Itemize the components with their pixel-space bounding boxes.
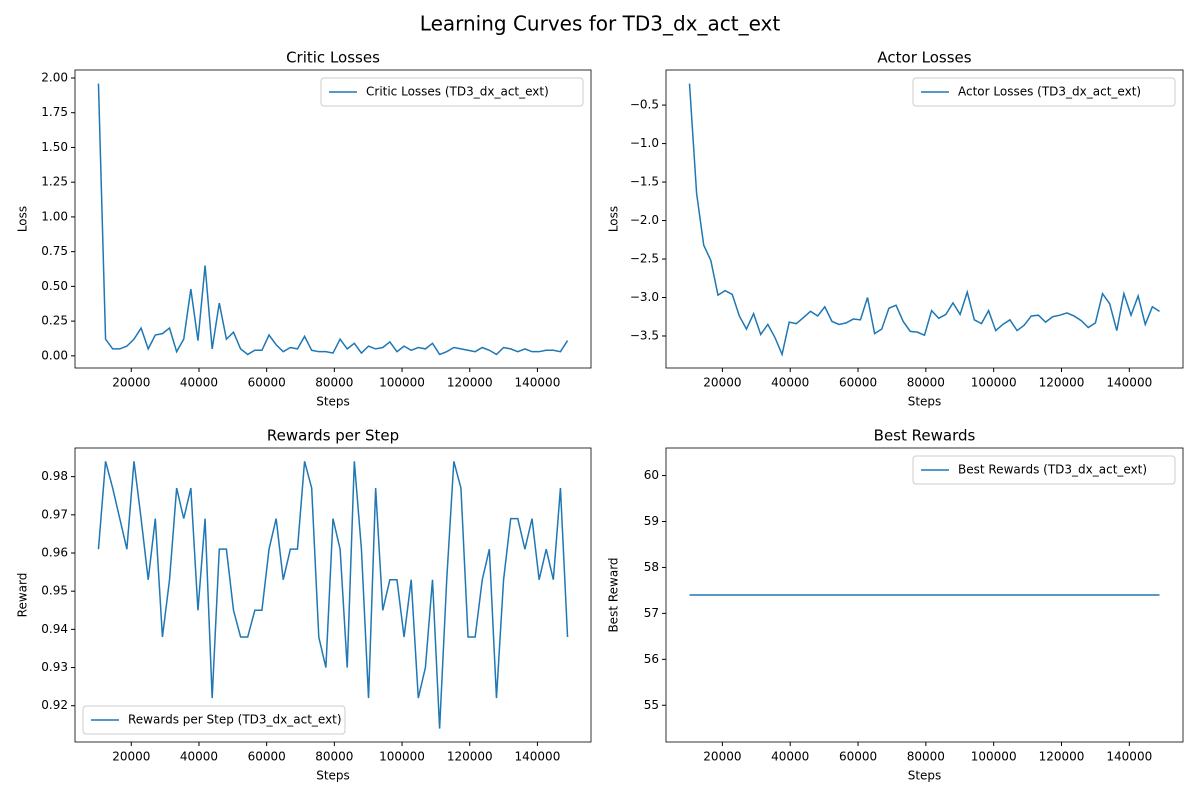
y-axis-label: Loss	[607, 206, 621, 232]
x-tick-label: 20000	[112, 376, 150, 390]
y-tick-label: 0.75	[41, 244, 68, 258]
x-tick-label: 60000	[248, 376, 286, 390]
line-series	[97, 83, 569, 356]
axes-frame	[74, 69, 592, 369]
x-tick-label: 100000	[971, 376, 1017, 390]
y-tick-label: 0.97	[41, 507, 68, 521]
y-tick-label: 55	[644, 698, 659, 712]
y-tick-label: 1.75	[41, 105, 68, 119]
y-tick-label: 0.98	[41, 469, 68, 483]
legend-label: Critic Losses (TD3_dx_act_ext)	[366, 85, 549, 99]
legend-box	[82, 705, 346, 735]
y-tick-label: −2.5	[630, 252, 659, 266]
y-axis-label: Reward	[16, 573, 30, 618]
legend-box	[320, 77, 584, 107]
x-tick-label: 60000	[839, 750, 877, 764]
figure-title: Learning Curves for TD3_dx_act_ext	[420, 12, 781, 36]
legend-box	[912, 77, 1176, 107]
y-tick-label: −3.5	[630, 328, 659, 342]
x-tick-label: 140000	[515, 376, 561, 390]
y-tick-label: 59	[644, 514, 659, 528]
y-tick-label: −2.0	[630, 213, 659, 227]
x-tick-label: 140000	[1106, 376, 1152, 390]
y-tick-label: 57	[644, 606, 659, 620]
x-axis-label: Steps	[908, 395, 942, 409]
x-tick-label: 140000	[1106, 750, 1152, 764]
x-tick-label: 60000	[839, 376, 877, 390]
x-tick-label: 20000	[112, 750, 150, 764]
y-tick-label: 1.25	[41, 175, 68, 189]
x-tick-label: 40000	[180, 750, 218, 764]
legend-label: Actor Losses (TD3_dx_act_ext)	[958, 85, 1141, 99]
y-tick-label: 0.50	[41, 279, 68, 293]
y-tick-label: 1.00	[41, 209, 68, 223]
y-axis-label: Best Reward	[607, 557, 621, 632]
x-tick-label: 120000	[447, 750, 493, 764]
x-tick-label: 100000	[379, 376, 425, 390]
x-tick-label: 60000	[248, 750, 286, 764]
axes-frame	[665, 447, 1184, 743]
x-tick-label: 140000	[515, 750, 561, 764]
x-tick-label: 40000	[771, 376, 809, 390]
legend-box	[912, 455, 1176, 485]
x-tick-label: 100000	[379, 750, 425, 764]
axes-frame	[74, 447, 592, 743]
x-tick-label: 20000	[703, 376, 741, 390]
y-tick-label: 58	[644, 560, 659, 574]
y-tick-label: 0.94	[41, 622, 68, 636]
subplot-title: Actor Losses	[877, 49, 971, 67]
x-tick-label: 120000	[1039, 750, 1085, 764]
x-tick-label: 100000	[971, 750, 1017, 764]
legend-label: Rewards per Step (TD3_dx_act_ext)	[128, 713, 342, 727]
x-tick-label: 20000	[703, 750, 741, 764]
x-tick-label: 40000	[180, 376, 218, 390]
y-tick-label: 0.25	[41, 314, 68, 328]
y-tick-label: 2.00	[41, 70, 68, 84]
x-tick-label: 40000	[771, 750, 809, 764]
y-tick-label: −1.0	[630, 136, 659, 150]
y-tick-label: 0.92	[41, 698, 68, 712]
x-tick-label: 120000	[1039, 376, 1085, 390]
x-axis-label: Steps	[908, 769, 942, 783]
y-tick-label: 1.50	[41, 140, 68, 154]
line-series	[97, 461, 569, 729]
subplot-title: Best Rewards	[874, 427, 976, 445]
y-axis-label: Loss	[16, 206, 30, 232]
y-tick-label: −3.0	[630, 290, 659, 304]
x-tick-label: 120000	[447, 376, 493, 390]
x-tick-label: 80000	[315, 376, 353, 390]
x-tick-label: 80000	[315, 750, 353, 764]
y-tick-label: 0.95	[41, 584, 68, 598]
x-tick-label: 80000	[907, 376, 945, 390]
axes-frame	[665, 69, 1184, 369]
subplot-title: Critic Losses	[286, 49, 380, 67]
y-tick-label: 0.96	[41, 546, 68, 560]
y-tick-label: 0.93	[41, 660, 68, 674]
y-tick-label: −0.5	[630, 98, 659, 112]
y-tick-label: 60	[644, 468, 659, 482]
y-tick-label: 0.00	[41, 348, 68, 362]
legend-label: Best Rewards (TD3_dx_act_ext)	[958, 463, 1147, 477]
y-tick-label: −1.5	[630, 175, 659, 189]
subplot-title: Rewards per Step	[267, 427, 399, 445]
line-series	[688, 83, 1160, 357]
x-tick-label: 80000	[907, 750, 945, 764]
x-axis-label: Steps	[316, 769, 350, 783]
y-tick-label: 56	[644, 652, 659, 666]
x-axis-label: Steps	[316, 395, 350, 409]
